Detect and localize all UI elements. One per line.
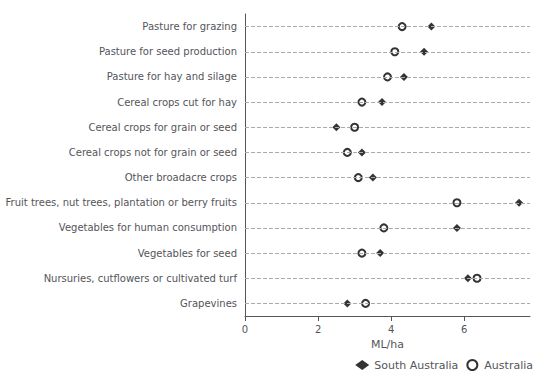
svg-text:2: 2 <box>315 324 321 335</box>
svg-text:6: 6 <box>461 324 467 335</box>
svg-text:Vegetables for human consumpti: Vegetables for human consumption <box>59 222 237 233</box>
svg-text:Cereal crops cut for hay: Cereal crops cut for hay <box>117 97 237 108</box>
svg-text:4: 4 <box>388 324 394 335</box>
svg-text:0: 0 <box>242 324 248 335</box>
svg-text:Other broadacre crops: Other broadacre crops <box>125 172 237 183</box>
svg-text:Pasture for grazing: Pasture for grazing <box>142 21 237 32</box>
svg-text:Fruit trees, nut trees, planta: Fruit trees, nut trees, plantation or be… <box>6 197 237 208</box>
svg-text:ML/ha: ML/ha <box>371 338 404 351</box>
svg-text:Cereal crops for grain or seed: Cereal crops for grain or seed <box>88 122 237 133</box>
svg-text:Grapevines: Grapevines <box>180 298 237 309</box>
svg-text:Australia: Australia <box>484 359 533 372</box>
svg-text:Cereal crops not for grain or: Cereal crops not for grain or seed <box>69 147 237 158</box>
svg-text:Nursuries, cutflowers or culti: Nursuries, cutflowers or cultivated turf <box>44 273 238 284</box>
svg-text:Vegetables for seed: Vegetables for seed <box>138 248 237 259</box>
svg-text:South Australia: South Australia <box>374 359 458 372</box>
svg-text:Pasture for seed production: Pasture for seed production <box>99 46 237 57</box>
svg-text:Pasture for hay and silage: Pasture for hay and silage <box>107 71 237 82</box>
